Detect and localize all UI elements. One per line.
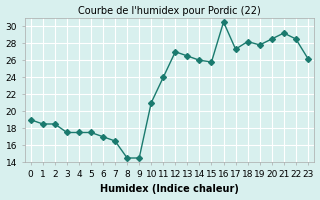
Title: Courbe de l'humidex pour Pordic (22): Courbe de l'humidex pour Pordic (22) [78, 6, 261, 16]
X-axis label: Humidex (Indice chaleur): Humidex (Indice chaleur) [100, 184, 239, 194]
